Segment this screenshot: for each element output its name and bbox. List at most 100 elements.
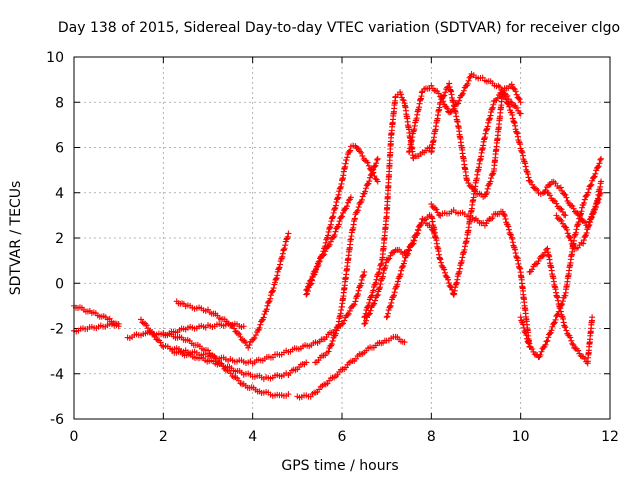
data-point — [322, 248, 329, 255]
data-point — [358, 276, 365, 283]
data-point — [399, 263, 406, 270]
series-track-v — [553, 189, 605, 252]
data-point — [598, 155, 605, 162]
data-point — [502, 215, 509, 222]
data-point — [334, 195, 341, 202]
data-point — [377, 261, 384, 268]
data-point — [517, 110, 524, 117]
data-point — [441, 266, 448, 273]
data-point — [568, 337, 575, 344]
data-point — [381, 265, 388, 272]
data-point — [549, 323, 556, 330]
data-point — [486, 115, 493, 122]
data-point — [516, 264, 523, 271]
data-point — [307, 277, 314, 284]
data-point — [458, 91, 465, 98]
series-track-f — [173, 230, 292, 351]
data-point — [309, 273, 316, 280]
data-point — [546, 181, 553, 188]
data-point — [563, 226, 570, 233]
data-point — [339, 209, 346, 216]
data-point — [284, 233, 291, 240]
data-point — [559, 220, 566, 227]
x-tick-label: 0 — [70, 429, 79, 445]
data-point — [242, 339, 249, 346]
data-point — [581, 196, 588, 203]
data-point — [405, 250, 412, 257]
data-point — [397, 91, 404, 98]
data-point — [345, 310, 352, 317]
data-point — [578, 208, 585, 215]
data-point — [508, 81, 515, 88]
y-tick-label: 6 — [55, 141, 64, 157]
data-point — [512, 246, 519, 253]
data-point — [367, 307, 374, 314]
data-point — [520, 324, 527, 331]
data-point — [559, 298, 566, 305]
data-point — [560, 315, 567, 322]
data-point — [260, 314, 267, 321]
data-point — [510, 244, 517, 251]
data-point — [532, 185, 539, 192]
data-point — [264, 302, 271, 309]
data-point — [487, 215, 494, 222]
data-point — [587, 219, 594, 226]
y-tick-label: 0 — [55, 276, 64, 292]
data-point — [456, 97, 463, 104]
data-point — [482, 130, 489, 137]
data-point — [339, 321, 345, 328]
data-point — [433, 206, 440, 213]
data-point — [594, 164, 601, 171]
data-point — [589, 210, 596, 217]
x-axis-label: GPS time / hours — [281, 458, 398, 474]
data-point — [485, 119, 492, 126]
data-point — [512, 250, 519, 257]
data-point — [251, 335, 258, 342]
data-point — [238, 336, 245, 343]
data-point — [445, 276, 452, 283]
data-point — [522, 160, 529, 167]
data-point — [378, 260, 385, 267]
data-point — [355, 287, 362, 294]
data-point — [386, 255, 393, 262]
data-point — [511, 119, 518, 126]
data-point — [228, 322, 235, 329]
data-point — [356, 148, 363, 155]
data-point — [442, 89, 449, 96]
data-point — [346, 307, 353, 314]
data-point — [512, 88, 519, 95]
data-point — [577, 213, 584, 220]
data-point — [399, 96, 406, 103]
data-point — [335, 221, 342, 228]
data-point — [515, 260, 522, 267]
data-point — [358, 149, 365, 156]
data-point — [483, 189, 490, 196]
data-point — [338, 214, 345, 221]
data-point — [594, 199, 601, 206]
series-track-l — [361, 89, 435, 321]
data-point — [543, 338, 550, 345]
grid-layer — [74, 57, 610, 419]
data-point — [331, 232, 338, 239]
data-point — [592, 170, 599, 177]
data-point — [513, 104, 520, 111]
data-point — [514, 133, 521, 140]
data-point — [276, 264, 283, 271]
data-point — [313, 266, 320, 273]
data-point — [552, 316, 559, 323]
x-tick-label: 8 — [427, 429, 436, 445]
data-point — [279, 253, 286, 260]
data-point — [325, 228, 332, 235]
data-point — [512, 122, 519, 129]
data-point — [341, 317, 348, 324]
data-point — [325, 348, 332, 355]
data-point — [562, 212, 569, 219]
series-track-o — [406, 70, 524, 156]
data-point — [589, 177, 596, 184]
data-point — [343, 157, 350, 164]
data-point — [364, 181, 371, 188]
data-point — [376, 284, 383, 291]
data-point — [400, 97, 407, 104]
data-point — [585, 222, 592, 229]
